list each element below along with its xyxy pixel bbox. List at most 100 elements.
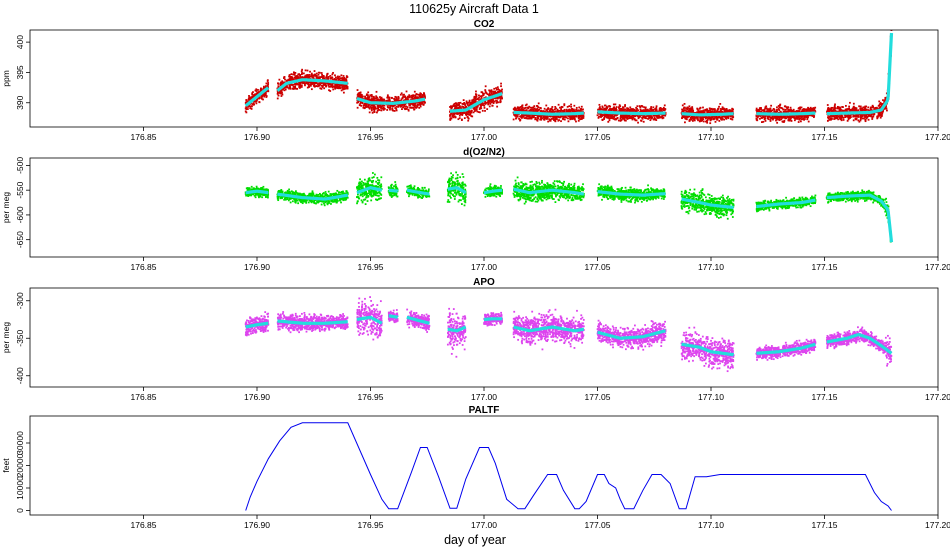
data-point — [484, 85, 487, 88]
data-point — [515, 117, 517, 120]
data-point — [634, 110, 637, 113]
data-point — [453, 103, 456, 105]
data-point — [796, 111, 799, 114]
data-point — [386, 94, 389, 97]
data-point — [488, 92, 491, 95]
data-point — [540, 118, 543, 121]
data-point — [489, 102, 492, 105]
data-point — [343, 83, 346, 86]
data-point — [249, 97, 252, 100]
data-point — [763, 110, 766, 113]
data-point — [483, 102, 486, 105]
data-point — [524, 109, 527, 112]
data-point — [605, 105, 608, 108]
data-point — [520, 109, 522, 112]
data-point — [345, 78, 348, 81]
data-point — [373, 99, 376, 102]
data-point — [328, 82, 330, 84]
data-point — [691, 120, 694, 122]
data-point — [410, 106, 412, 109]
data-point — [297, 77, 300, 80]
data-point — [313, 70, 316, 72]
data-point — [335, 78, 338, 81]
data-point — [465, 106, 468, 109]
data-point — [458, 117, 461, 120]
data-point — [487, 101, 490, 103]
data-point — [478, 99, 481, 101]
data-point — [382, 108, 385, 111]
data-point — [708, 112, 711, 114]
data-point — [541, 110, 544, 113]
data-point — [722, 107, 724, 110]
data-point — [623, 118, 626, 121]
data-point — [261, 95, 264, 97]
data-point — [480, 96, 483, 99]
data-point — [681, 104, 684, 107]
data-point — [656, 114, 658, 117]
data-point — [370, 98, 373, 100]
data-point — [520, 107, 523, 110]
data-point — [361, 95, 364, 98]
data-point — [569, 109, 572, 112]
data-point — [553, 115, 556, 118]
data-point — [356, 101, 359, 104]
data-point — [808, 108, 811, 111]
data-point — [524, 117, 527, 119]
data-point — [456, 102, 458, 105]
data-point — [854, 117, 857, 120]
data-point — [413, 108, 415, 111]
data-point — [360, 94, 363, 96]
data-point — [720, 110, 723, 113]
data-point — [394, 95, 397, 98]
data-point — [381, 107, 384, 110]
data-point — [548, 115, 551, 118]
data-point — [840, 119, 843, 122]
data-point — [681, 116, 684, 118]
data-point — [407, 108, 410, 111]
data-point — [335, 86, 338, 89]
data-point — [336, 83, 339, 86]
data-point — [702, 120, 705, 123]
data-point — [640, 120, 643, 122]
data-point — [313, 83, 316, 86]
data-point — [365, 106, 368, 108]
data-point — [784, 117, 787, 120]
data-point — [802, 108, 805, 110]
data-point — [334, 78, 337, 81]
data-point — [253, 100, 255, 103]
data-point — [342, 87, 344, 90]
data-point — [599, 106, 601, 108]
data-point — [621, 116, 624, 119]
data-point — [311, 81, 314, 84]
data-point — [466, 112, 468, 114]
data-point — [453, 113, 456, 116]
data-point — [767, 118, 770, 121]
data-point — [814, 106, 817, 109]
smoothed-line — [449, 92, 503, 113]
data-point — [499, 100, 502, 102]
data-point — [771, 116, 774, 119]
data-point — [315, 76, 318, 78]
data-point — [645, 117, 648, 120]
data-point — [492, 92, 495, 95]
data-point — [637, 121, 639, 124]
data-point — [629, 108, 632, 111]
y-axis-label: ppm — [1, 70, 11, 87]
data-point — [459, 111, 461, 114]
data-point — [619, 117, 622, 120]
data-point — [577, 115, 580, 117]
data-point — [848, 105, 851, 108]
data-point — [534, 114, 536, 117]
data-point — [309, 70, 311, 73]
data-point — [301, 72, 303, 74]
data-point — [388, 98, 391, 101]
smoothed-line — [596, 110, 667, 116]
data-point — [463, 101, 466, 104]
data-point — [707, 117, 710, 119]
data-point — [473, 106, 475, 109]
data-point — [294, 85, 297, 88]
data-point — [696, 116, 698, 119]
data-point — [572, 114, 575, 117]
data-point — [563, 116, 566, 118]
